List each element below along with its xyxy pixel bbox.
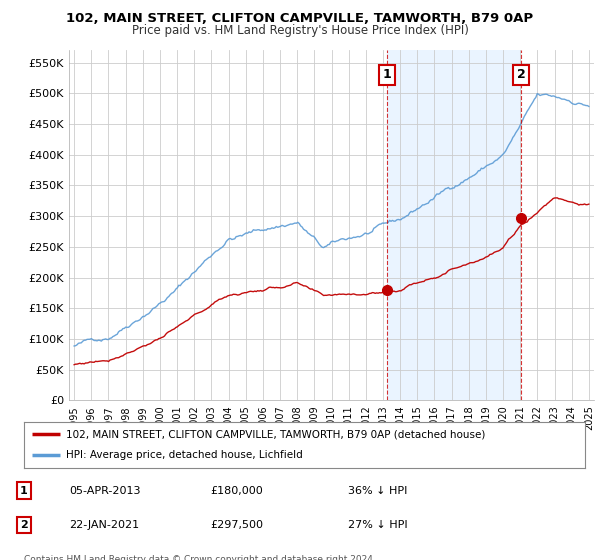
Text: 22-JAN-2021: 22-JAN-2021: [69, 520, 139, 530]
Text: 05-APR-2013: 05-APR-2013: [69, 486, 140, 496]
Text: 36% ↓ HPI: 36% ↓ HPI: [348, 486, 407, 496]
Bar: [387, 50, 521, 400]
Text: 102, MAIN STREET, CLIFTON CAMPVILLE, TAMWORTH, B79 0AP: 102, MAIN STREET, CLIFTON CAMPVILLE, TAM…: [67, 12, 533, 25]
Text: 1: 1: [383, 68, 392, 81]
Text: Contains HM Land Registry data © Crown copyright and database right 2024.
This d: Contains HM Land Registry data © Crown c…: [24, 555, 376, 560]
Text: £297,500: £297,500: [210, 520, 263, 530]
Text: 2: 2: [517, 68, 526, 81]
Text: 27% ↓ HPI: 27% ↓ HPI: [348, 520, 407, 530]
Text: 1: 1: [20, 486, 28, 496]
Text: HPI: Average price, detached house, Lichfield: HPI: Average price, detached house, Lich…: [66, 450, 303, 460]
Text: 102, MAIN STREET, CLIFTON CAMPVILLE, TAMWORTH, B79 0AP (detached house): 102, MAIN STREET, CLIFTON CAMPVILLE, TAM…: [66, 429, 485, 439]
Text: 2: 2: [20, 520, 28, 530]
Text: £180,000: £180,000: [210, 486, 263, 496]
Text: Price paid vs. HM Land Registry's House Price Index (HPI): Price paid vs. HM Land Registry's House …: [131, 24, 469, 36]
